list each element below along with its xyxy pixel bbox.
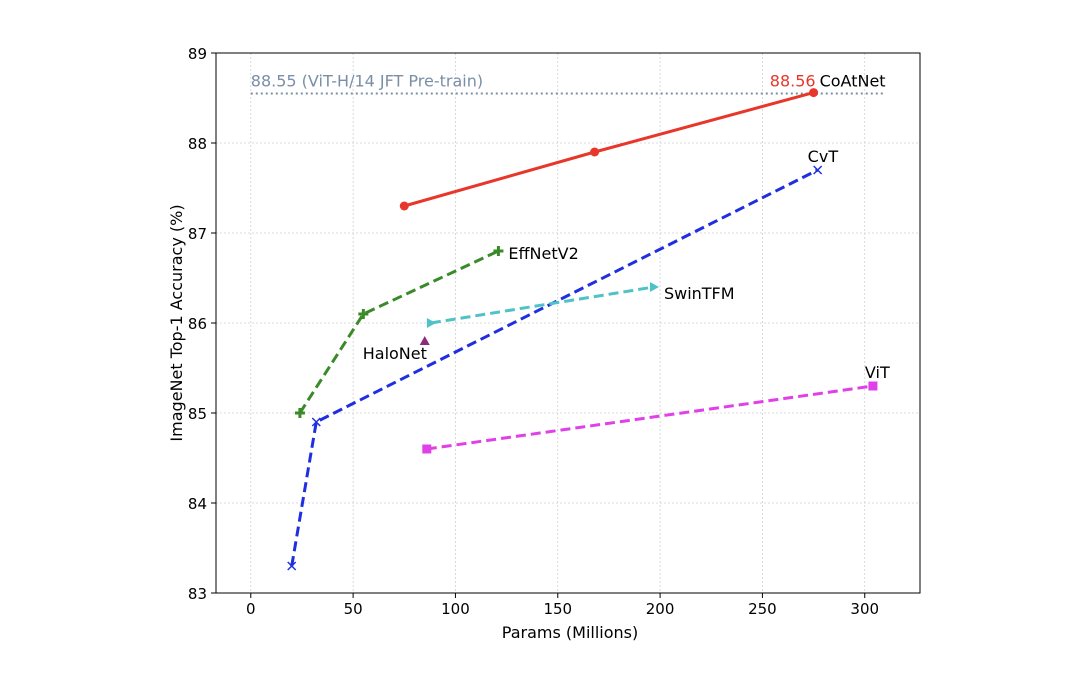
series-coatnet — [399, 88, 819, 211]
data-point — [813, 165, 823, 175]
data-point — [868, 381, 878, 391]
data-point — [294, 408, 305, 418]
series-label-swintfm: SwinTFM — [664, 284, 735, 303]
data-point — [426, 318, 436, 328]
series-label-effnetv2: EffNetV2 — [508, 244, 578, 263]
y-tick-label: 88 — [188, 135, 207, 153]
x-tick-label: 100 — [441, 600, 470, 618]
annotations: 88.55 (ViT-H/14 JFT Pre-train) CoAtNet88.… — [251, 72, 890, 383]
data-point — [287, 561, 297, 571]
x-tick-label: 150 — [543, 600, 572, 618]
data-point — [399, 201, 409, 211]
x-tick-label: 250 — [748, 600, 777, 618]
grid — [216, 52, 920, 594]
data-point — [493, 246, 504, 256]
plot-frame — [215, 52, 921, 594]
y-tick-label: 86 — [188, 315, 207, 333]
reference-line-label: 88.55 (ViT-H/14 JFT Pre-train) — [251, 72, 483, 91]
data-point — [649, 282, 659, 292]
y-tick-label: 85 — [188, 405, 207, 423]
series-label-vit: ViT — [865, 363, 890, 382]
data-point — [809, 88, 819, 98]
series-label-coatnet: CoAtNet — [820, 72, 886, 91]
series-line — [426, 384, 874, 451]
y-tick-label: 89 — [188, 45, 207, 63]
data-point — [590, 147, 600, 157]
axes: 0 50 100 150 200 250 300 83 84 85 86 87 88 89 — [188, 45, 921, 618]
series-halonet — [419, 336, 430, 345]
data-point — [311, 417, 321, 427]
y-tick-label: 83 — [188, 585, 207, 603]
series-label-cvt: CvT — [808, 147, 839, 166]
data-point — [358, 309, 369, 319]
series-line — [290, 168, 819, 567]
series-line — [430, 285, 655, 325]
x-tick-label: 0 — [246, 600, 256, 618]
series-label-halonet: HaloNet — [363, 344, 427, 363]
series-vit — [422, 381, 878, 454]
highlight-value-label: 88.56 — [770, 72, 816, 91]
series-line — [298, 249, 500, 414]
x-tick-label: 300 — [850, 600, 879, 618]
data-point — [419, 336, 430, 345]
series-effnetv2 — [294, 246, 504, 418]
data-point — [422, 444, 432, 454]
y-tick-label: 84 — [188, 495, 207, 513]
y-tick-label: 87 — [188, 225, 207, 243]
x-tick-label: 200 — [646, 600, 675, 618]
x-tick-label: 50 — [344, 600, 363, 618]
series-swintfm — [426, 282, 659, 328]
series-group — [287, 88, 878, 571]
series-cvt — [287, 165, 823, 571]
y-axis-title: ImageNet Top-1 Accuracy (%) — [167, 204, 186, 441]
x-axis-title: Params (Millions) — [502, 623, 638, 642]
series-line — [403, 91, 814, 208]
